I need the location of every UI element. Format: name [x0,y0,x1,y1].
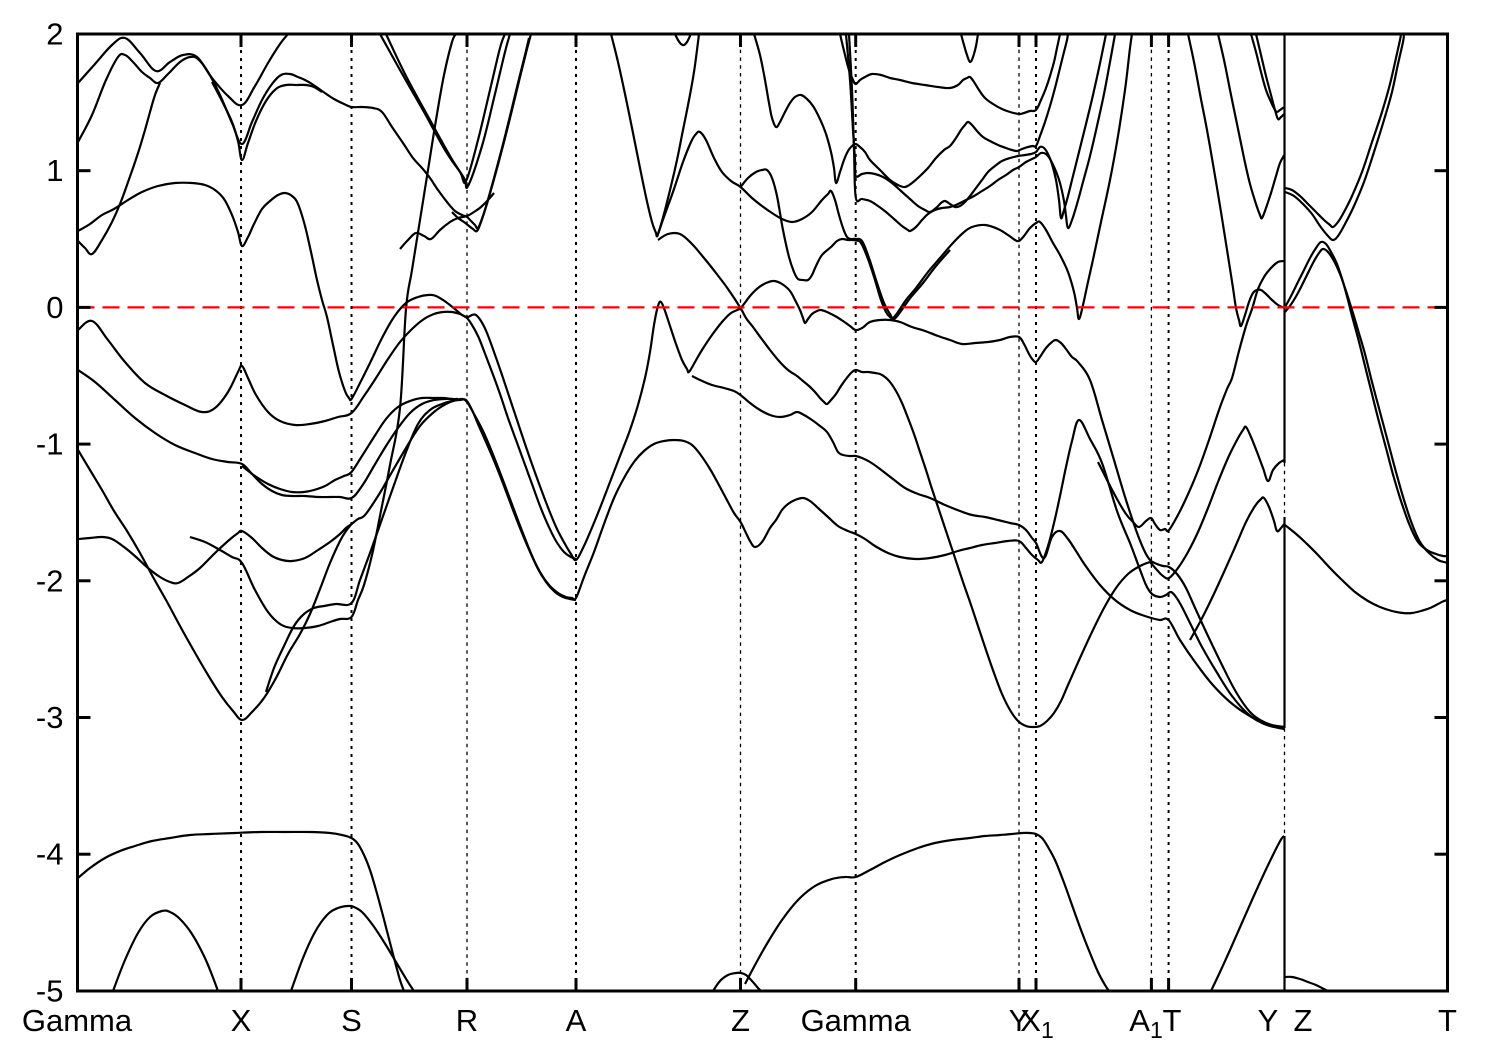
svg-text:-4: -4 [36,837,64,872]
svg-text:S: S [341,1003,362,1038]
svg-text:Gamma: Gamma [801,1003,912,1038]
svg-text:X: X [231,1003,252,1038]
svg-text:1: 1 [46,153,63,188]
svg-text:A: A [566,1003,587,1038]
svg-text:-2: -2 [36,563,64,598]
svg-text:-3: -3 [36,700,64,735]
svg-text:Y: Y [1009,1003,1030,1038]
svg-text:T: T [1438,1003,1457,1038]
svg-text:0: 0 [46,290,63,325]
svg-text:Z: Z [731,1003,750,1038]
svg-text:2: 2 [46,17,63,52]
svg-text:R: R [456,1003,478,1038]
svg-text:Y: Y [1258,1003,1279,1038]
svg-text:T: T [1163,1003,1182,1038]
svg-text:-1: -1 [36,427,64,462]
svg-text:-5: -5 [36,974,64,1009]
svg-text:Gamma: Gamma [22,1003,133,1038]
svg-text:A1: A1 [1129,1003,1162,1043]
svg-text:Z: Z [1294,1003,1313,1038]
